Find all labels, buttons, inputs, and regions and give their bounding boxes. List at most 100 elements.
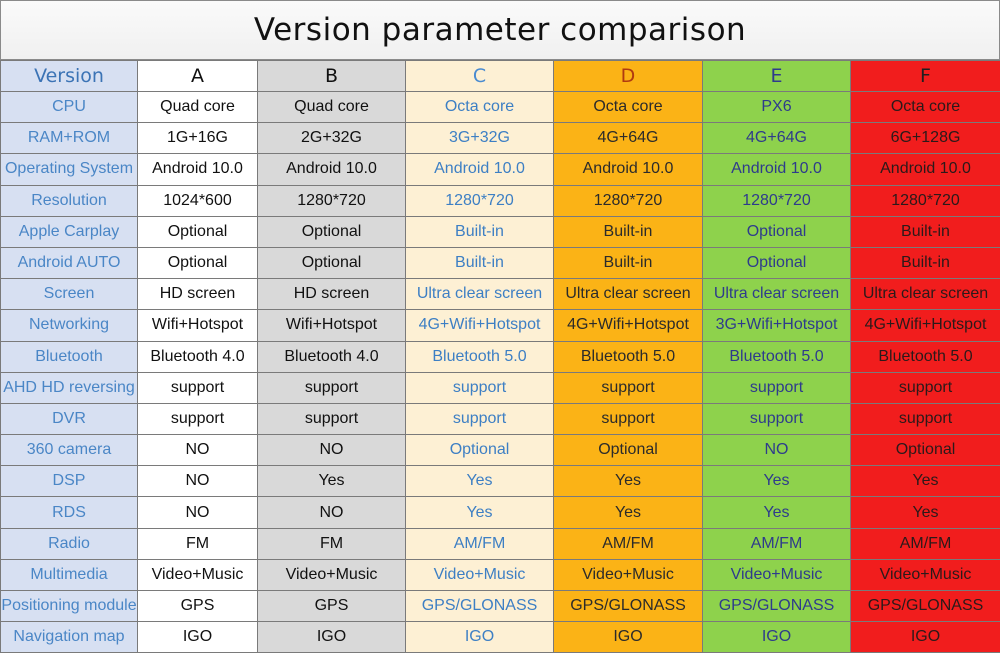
cell-d: IGO <box>553 621 703 653</box>
cell-f: Yes <box>850 465 1000 498</box>
cell-a: GPS <box>137 589 258 623</box>
table-row: Bluetooth Bluetooth 4.0 Bluetooth 4.0 Bluet… <box>0 340 1000 373</box>
cell-f: support <box>850 371 1000 404</box>
table-row: Operating System Android 10.0 Android 10.0… <box>0 153 1000 186</box>
row-label: 360 camera <box>0 434 138 467</box>
cell-d: Octa core <box>553 90 703 124</box>
cell-f: Android 10.0 <box>850 153 1000 186</box>
row-label: Navigation map <box>0 621 138 653</box>
cell-c: Optional <box>405 434 554 467</box>
page-title: Version parameter comparison <box>253 12 747 48</box>
cell-c: IGO <box>405 621 554 653</box>
cell-d: Android 10.0 <box>553 153 703 186</box>
cell-b: Yes <box>257 465 406 498</box>
cell-e: 3G+Wifi+Hotspot <box>702 309 851 342</box>
cell-a: NO <box>137 496 258 529</box>
cell-a: Quad core <box>137 90 258 124</box>
table-row: Positioning module GPS GPS GPS/GLONASS GPS/G… <box>0 589 1000 623</box>
cell-d: Yes <box>553 496 703 529</box>
row-label: AHD HD reversing <box>0 371 138 404</box>
cell-c: 4G+Wifi+Hotspot <box>405 309 554 342</box>
cell-d: support <box>553 371 703 404</box>
header-row: Version A B C D E F <box>0 60 1000 92</box>
cell-b: FM <box>257 527 406 560</box>
row-label: Android AUTO <box>0 246 138 280</box>
table-row: Android AUTO Optional Optional Built-in Buil… <box>0 246 1000 280</box>
cell-f: Bluetooth 5.0 <box>850 340 1000 373</box>
cell-d: 1280*720 <box>553 184 703 217</box>
table-row: Navigation map IGO IGO IGO IGO IGO IGO <box>0 621 1000 653</box>
table-row: RAM+ROM 1G+16G 2G+32G 3G+32G 4G+64G 4G+64G 6G+… <box>0 122 1000 155</box>
cell-f: 4G+Wifi+Hotspot <box>850 309 1000 342</box>
row-label: Bluetooth <box>0 340 138 373</box>
header-col-c: C <box>405 60 554 92</box>
cell-d: AM/FM <box>553 527 703 560</box>
cell-b: support <box>257 371 406 404</box>
cell-c: Built-in <box>405 246 554 280</box>
row-label: DSP <box>0 465 138 498</box>
cell-e: Ultra clear screen <box>702 278 851 311</box>
row-label: Networking <box>0 309 138 342</box>
cell-b: IGO <box>257 621 406 653</box>
cell-b: HD screen <box>257 278 406 311</box>
header-col-b: B <box>257 60 406 92</box>
cell-a: support <box>137 371 258 404</box>
cell-f: support <box>850 402 1000 436</box>
table-row: 360 camera NO NO Optional Optional NO Optional <box>0 434 1000 467</box>
cell-d: Built-in <box>553 246 703 280</box>
cell-c: Android 10.0 <box>405 153 554 186</box>
row-label: Screen <box>0 278 138 311</box>
cell-c: Yes <box>405 465 554 498</box>
row-label: RDS <box>0 496 138 529</box>
cell-e: IGO <box>702 621 851 653</box>
cell-b: Quad core <box>257 90 406 124</box>
title-bar: Version parameter comparison <box>0 0 1000 60</box>
cell-b: 1280*720 <box>257 184 406 217</box>
cell-a: Video+Music <box>137 558 258 592</box>
cell-a: Android 10.0 <box>137 153 258 186</box>
header-col-d: D <box>553 60 703 92</box>
row-label: Multimedia <box>0 558 138 592</box>
cell-a: FM <box>137 527 258 560</box>
cell-b: Optional <box>257 215 406 248</box>
table-row: DSP NO Yes Yes Yes Yes Yes <box>0 465 1000 498</box>
row-label: DVR <box>0 402 138 436</box>
cell-e: Optional <box>702 246 851 280</box>
cell-b: GPS <box>257 589 406 623</box>
cell-e: support <box>702 402 851 436</box>
cell-e: Yes <box>702 465 851 498</box>
cell-f: Ultra clear screen <box>850 278 1000 311</box>
cell-d: Bluetooth 5.0 <box>553 340 703 373</box>
cell-c: Ultra clear screen <box>405 278 554 311</box>
cell-c: Video+Music <box>405 558 554 592</box>
table-body: CPU Quad core Quad core Octa core Octa core P… <box>0 90 1000 653</box>
cell-f: Octa core <box>850 90 1000 124</box>
cell-c: Bluetooth 5.0 <box>405 340 554 373</box>
cell-f: 1280*720 <box>850 184 1000 217</box>
cell-b: Optional <box>257 246 406 280</box>
table-row: Apple Carplay Optional Optional Built-in Bui… <box>0 215 1000 248</box>
cell-a: support <box>137 402 258 436</box>
cell-f: Yes <box>850 496 1000 529</box>
table-row: Screen HD screen HD screen Ultra clear scre… <box>0 278 1000 311</box>
cell-f: Video+Music <box>850 558 1000 592</box>
cell-d: support <box>553 402 703 436</box>
cell-f: Optional <box>850 434 1000 467</box>
cell-f: GPS/GLONASS <box>850 589 1000 623</box>
cell-c: Octa core <box>405 90 554 124</box>
cell-a: Optional <box>137 215 258 248</box>
row-label: RAM+ROM <box>0 122 138 155</box>
cell-e: AM/FM <box>702 527 851 560</box>
cell-d: Ultra clear screen <box>553 278 703 311</box>
table-row: CPU Quad core Quad core Octa core Octa core P… <box>0 90 1000 124</box>
header-col-a: A <box>137 60 258 92</box>
comparison-table: Version A B C D E F CPU Quad core Quad cor… <box>0 60 1000 653</box>
cell-f: AM/FM <box>850 527 1000 560</box>
row-label: Apple Carplay <box>0 215 138 248</box>
cell-e: 4G+64G <box>702 122 851 155</box>
cell-b: Bluetooth 4.0 <box>257 340 406 373</box>
cell-a: 1024*600 <box>137 184 258 217</box>
cell-a: Optional <box>137 246 258 280</box>
cell-a: HD screen <box>137 278 258 311</box>
